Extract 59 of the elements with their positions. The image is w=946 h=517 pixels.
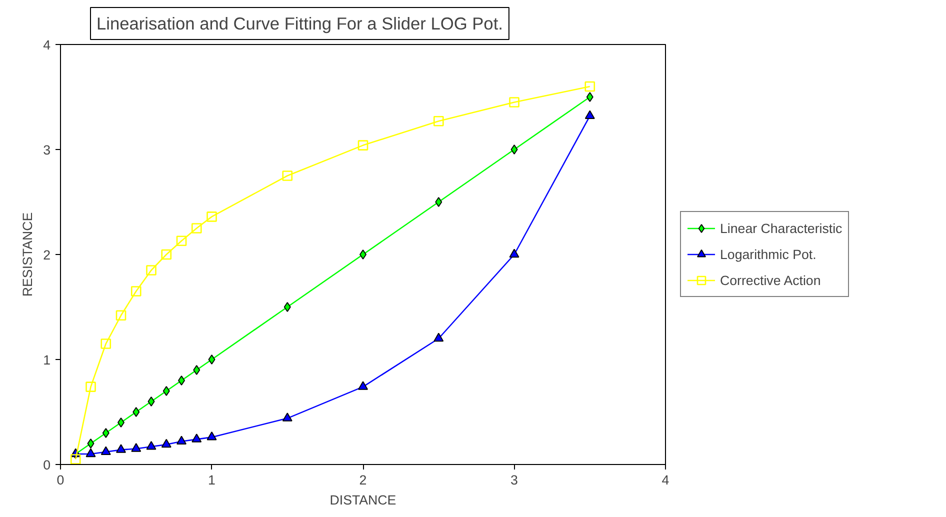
point	[176, 436, 186, 444]
x-tick-label: 2	[359, 472, 367, 488]
point	[509, 97, 520, 108]
x-axis-title: DISTANCE	[330, 492, 396, 508]
point	[148, 396, 155, 406]
point	[434, 332, 444, 342]
point	[176, 236, 187, 246]
point	[100, 338, 112, 349]
point	[100, 446, 111, 455]
point	[435, 197, 442, 207]
point	[509, 248, 520, 258]
point	[86, 382, 96, 392]
chart-title: Linearisation and Curve Fitting For a Slider LOG Pot.	[96, 14, 503, 34]
legend-label: Logarithmic Pot.	[720, 246, 816, 262]
point	[70, 454, 81, 464]
y-tick-label: 4	[43, 38, 52, 52]
point	[86, 448, 96, 458]
legend-label: Linear Characteristic	[720, 220, 842, 236]
point	[584, 81, 596, 92]
point	[586, 92, 594, 102]
point	[433, 116, 444, 126]
point	[161, 249, 172, 260]
point	[162, 386, 170, 396]
point	[192, 434, 202, 442]
y-tick-label: 1	[43, 352, 51, 368]
point	[360, 250, 366, 260]
point	[178, 376, 185, 386]
point	[146, 265, 156, 276]
point	[87, 438, 94, 448]
point	[358, 381, 368, 390]
point	[284, 302, 291, 312]
point	[116, 444, 126, 453]
x-tick-label: 3	[510, 472, 518, 488]
point	[191, 223, 202, 234]
x-tick-label: 0	[56, 472, 64, 488]
point	[358, 140, 368, 150]
point	[584, 110, 595, 119]
point	[282, 412, 292, 422]
point	[161, 438, 172, 448]
point	[132, 407, 140, 417]
y-tick-label: 0	[43, 458, 51, 472]
point	[208, 354, 216, 364]
y-tick-label: 2	[43, 248, 51, 262]
point	[116, 310, 126, 321]
point	[510, 144, 518, 154]
y-axis-title: RESISTANCE	[20, 212, 36, 297]
point	[206, 212, 217, 222]
x-tick-label: 1	[208, 472, 216, 488]
y-tick-label: 3	[43, 142, 51, 158]
point	[206, 432, 217, 440]
legend-label: Corrective Action	[720, 272, 821, 288]
point	[282, 170, 293, 181]
point	[146, 440, 156, 450]
point	[131, 443, 142, 452]
x-tick-label: 4	[662, 472, 670, 488]
point	[130, 286, 142, 296]
point	[102, 428, 110, 438]
point	[118, 418, 124, 428]
point	[193, 365, 200, 375]
